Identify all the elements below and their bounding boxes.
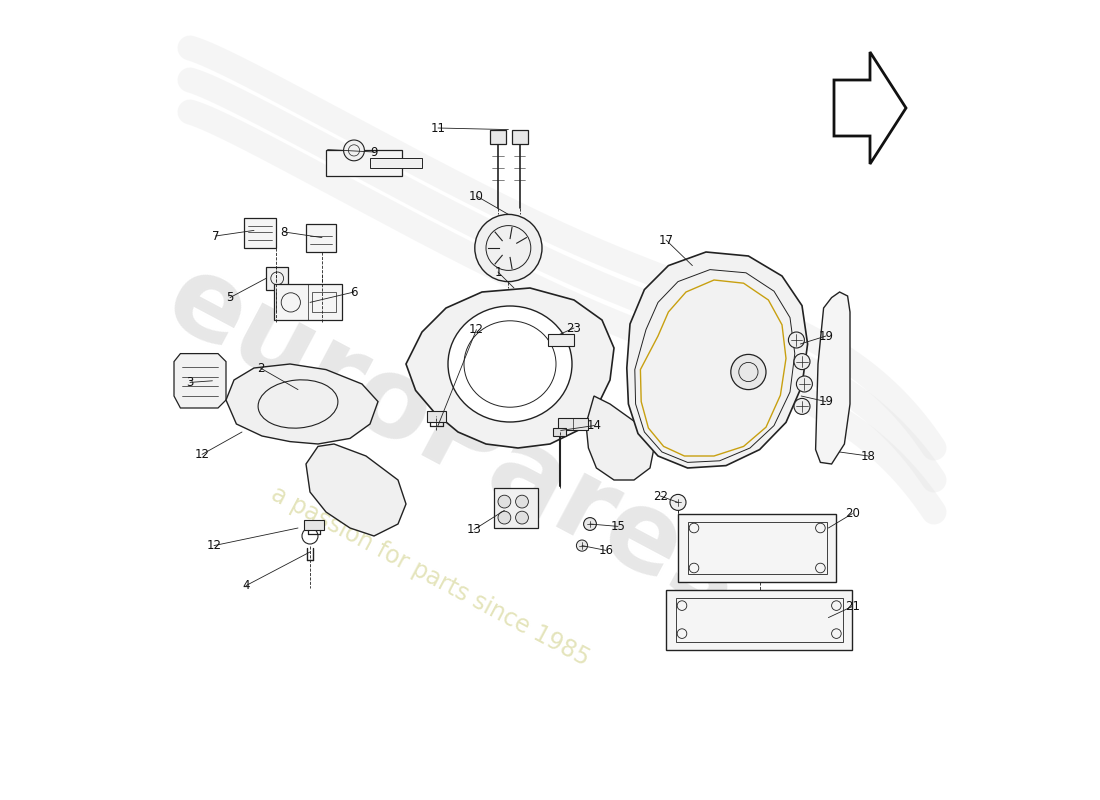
Polygon shape [490, 130, 506, 144]
Polygon shape [512, 130, 528, 144]
Text: 7: 7 [212, 230, 219, 242]
Text: 19: 19 [818, 330, 834, 342]
Circle shape [343, 140, 364, 161]
Text: 5: 5 [227, 291, 233, 304]
Circle shape [475, 214, 542, 282]
Text: 8: 8 [280, 226, 288, 238]
Text: 12: 12 [195, 448, 209, 461]
Text: 16: 16 [598, 544, 614, 557]
Text: 10: 10 [469, 190, 484, 202]
Circle shape [789, 332, 804, 348]
Circle shape [730, 354, 766, 390]
Polygon shape [558, 418, 589, 430]
Polygon shape [326, 150, 402, 176]
Text: 20: 20 [845, 507, 860, 520]
Text: 6: 6 [350, 286, 358, 298]
Text: a passion for parts since 1985: a passion for parts since 1985 [266, 482, 593, 670]
Text: 12: 12 [207, 539, 221, 552]
Polygon shape [553, 428, 566, 436]
Text: 4: 4 [242, 579, 250, 592]
Text: 18: 18 [861, 450, 876, 462]
Polygon shape [244, 218, 276, 248]
Polygon shape [666, 590, 852, 650]
Polygon shape [305, 520, 323, 530]
Text: 11: 11 [430, 122, 446, 134]
Text: 9: 9 [371, 146, 377, 158]
Circle shape [498, 511, 510, 524]
Polygon shape [306, 224, 337, 252]
Circle shape [670, 494, 686, 510]
Text: 12: 12 [469, 323, 484, 336]
Text: 19: 19 [818, 395, 834, 408]
Text: 22: 22 [653, 490, 668, 502]
Polygon shape [306, 444, 406, 536]
Text: 14: 14 [586, 419, 602, 432]
Polygon shape [549, 334, 574, 346]
Polygon shape [427, 411, 446, 422]
Text: 23: 23 [566, 322, 582, 334]
Polygon shape [266, 267, 288, 290]
Polygon shape [274, 284, 342, 320]
Polygon shape [834, 52, 906, 164]
Polygon shape [627, 252, 807, 468]
Polygon shape [174, 354, 226, 408]
Circle shape [584, 518, 596, 530]
Polygon shape [494, 488, 538, 528]
Circle shape [516, 495, 528, 508]
Circle shape [516, 511, 528, 524]
Circle shape [794, 398, 810, 414]
Polygon shape [226, 364, 378, 444]
Polygon shape [586, 396, 654, 480]
Ellipse shape [448, 306, 572, 422]
Circle shape [794, 354, 810, 370]
Circle shape [796, 376, 813, 392]
Polygon shape [406, 288, 614, 448]
Text: 1: 1 [494, 266, 502, 278]
Text: 2: 2 [256, 362, 264, 374]
Polygon shape [815, 292, 850, 464]
Text: 21: 21 [845, 600, 860, 613]
Circle shape [576, 540, 587, 551]
Text: 3: 3 [186, 376, 194, 389]
Polygon shape [678, 514, 836, 582]
Circle shape [498, 495, 510, 508]
Polygon shape [370, 158, 422, 168]
Text: 17: 17 [659, 234, 673, 246]
Text: euroPares: euroPares [148, 244, 760, 636]
Text: 13: 13 [466, 523, 482, 536]
Text: 15: 15 [610, 520, 626, 533]
